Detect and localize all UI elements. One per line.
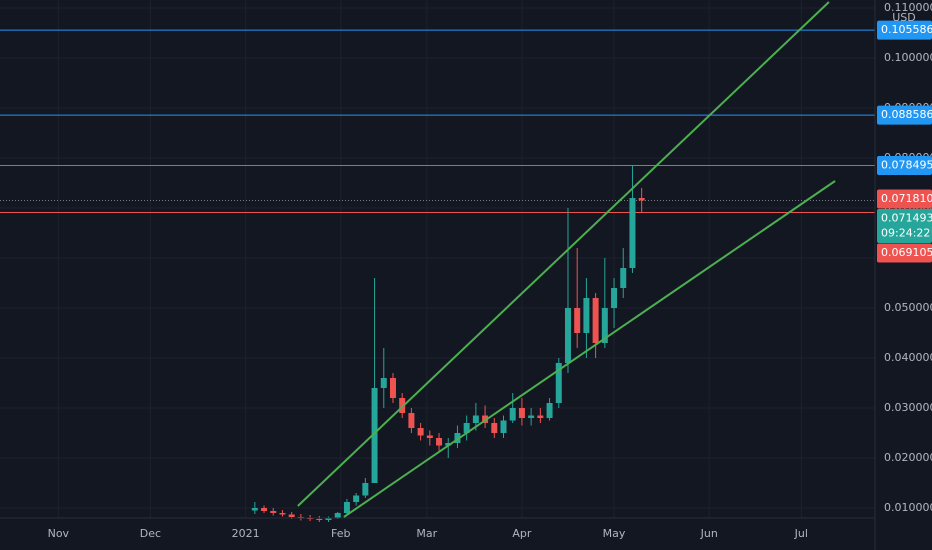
candle-body xyxy=(334,513,341,518)
currency-label: USD xyxy=(892,11,916,24)
price-label: 0.071810 xyxy=(881,192,932,205)
x-tick-label: Feb xyxy=(331,527,350,540)
price-labels: 0.105586 0.088586 0.078495 0.071810 0.071493… xyxy=(877,20,932,263)
trend-line xyxy=(343,180,836,518)
x-tick-label: Apr xyxy=(512,527,532,540)
price-label-box xyxy=(877,156,932,176)
candle-body xyxy=(261,508,268,511)
x-tick-label: Jun xyxy=(700,527,718,540)
price-label-box xyxy=(877,189,932,209)
y-tick-label: 0.050000 xyxy=(884,301,932,314)
candle-body xyxy=(380,378,387,388)
price-label-box xyxy=(877,20,932,40)
candle-body xyxy=(408,413,415,428)
candle-body xyxy=(343,502,350,513)
price-label-box xyxy=(877,208,932,243)
price-label: 0.088586 xyxy=(881,108,932,121)
price-label: 0.071493 xyxy=(881,211,932,224)
candle-body xyxy=(518,408,525,418)
candle-body xyxy=(288,514,295,517)
x-tick-label: Nov xyxy=(48,527,70,540)
candle-body xyxy=(629,198,636,268)
x-tick-label: Mar xyxy=(416,527,437,540)
candle-body xyxy=(564,308,571,363)
candle-body xyxy=(389,378,396,398)
x-tick-label: Jul xyxy=(794,527,808,540)
candle-body xyxy=(417,428,424,436)
countdown-label: 09:24:22 xyxy=(881,226,930,239)
candle-body xyxy=(491,423,498,433)
candle-body xyxy=(500,420,507,433)
candle-body xyxy=(555,363,562,403)
candle-body xyxy=(463,423,470,433)
x-tick-label: 2021 xyxy=(232,527,260,540)
candle-body xyxy=(601,308,608,343)
x-tick-label: Dec xyxy=(140,527,161,540)
y-tick-label: 0.110000 xyxy=(884,1,932,14)
candle-body xyxy=(316,519,323,520)
candle-body xyxy=(325,518,332,520)
candle-body xyxy=(472,415,479,423)
candle-body xyxy=(426,435,433,438)
candle-body xyxy=(362,483,369,496)
price-label: 0.069105 xyxy=(881,246,932,259)
candle-body xyxy=(583,298,590,333)
candle-body xyxy=(399,398,406,413)
y-tick-label: 0.100000 xyxy=(884,51,932,64)
price-label: 0.105586 xyxy=(881,23,932,36)
candle-body xyxy=(436,438,443,446)
candle-body xyxy=(279,513,286,515)
candle-body xyxy=(251,508,258,511)
y-tick-label: 0.030000 xyxy=(884,401,932,414)
price-label: 0.078495 xyxy=(881,159,932,172)
candle-body xyxy=(454,433,461,443)
candle-body xyxy=(509,408,516,421)
candle-body xyxy=(620,268,627,288)
candle-body xyxy=(445,443,452,446)
x-tick-label: May xyxy=(603,527,626,540)
y-tick-label: 0.010000 xyxy=(884,501,932,514)
trend-line xyxy=(297,1,830,507)
candle-body xyxy=(546,403,553,418)
y-tick-label: 0.020000 xyxy=(884,451,932,464)
candle-body xyxy=(574,308,581,333)
grid xyxy=(0,0,875,518)
price-label-box xyxy=(877,243,932,263)
candle-body xyxy=(528,415,535,418)
candle-body xyxy=(611,288,618,308)
candle-body xyxy=(371,388,378,483)
plot-area xyxy=(0,1,875,522)
y-tick-label: 0.040000 xyxy=(884,351,932,364)
candle-body xyxy=(638,198,645,201)
candle-body xyxy=(353,495,360,502)
candle-body xyxy=(592,298,599,343)
candle-body xyxy=(270,511,277,513)
candle-body xyxy=(537,415,544,418)
price-label-box xyxy=(877,105,932,125)
